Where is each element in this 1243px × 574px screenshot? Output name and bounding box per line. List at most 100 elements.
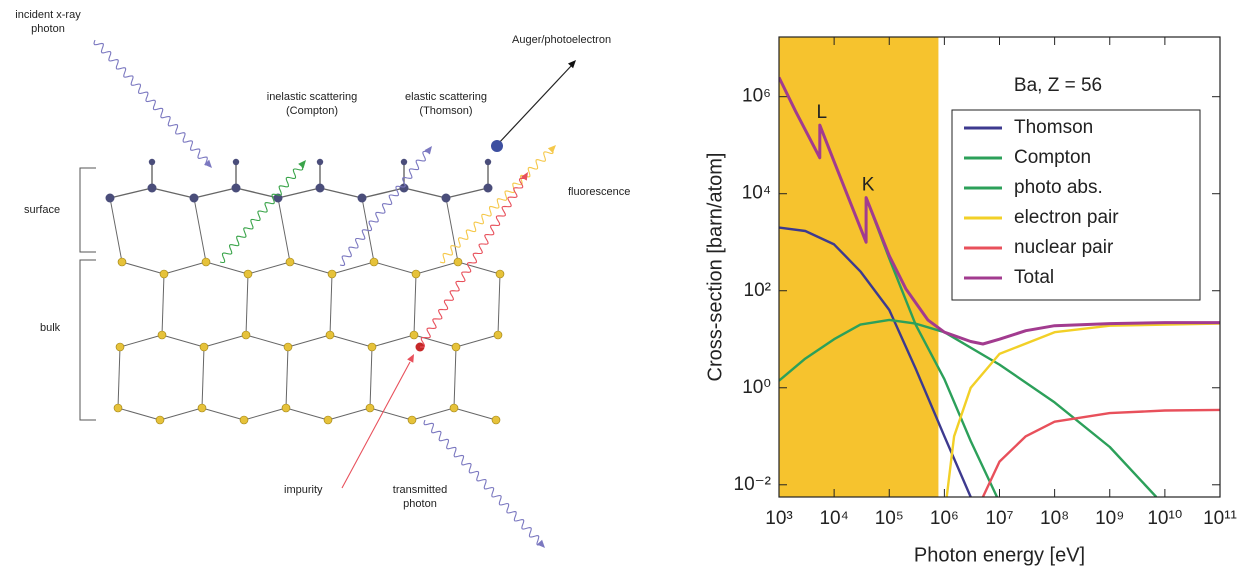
x-tick-label: 10⁴ [819, 508, 848, 529]
bulk-atom [452, 343, 460, 351]
bond [278, 198, 290, 262]
bond [194, 198, 206, 262]
bulk-bracket [80, 260, 96, 420]
shaded-span [779, 37, 938, 497]
impurity-label: impurity [284, 483, 323, 497]
x-tick-label: 10⁵ [875, 508, 904, 529]
bulk-atom [412, 270, 420, 278]
legend-title: Ba, Z = 56 [1014, 75, 1102, 96]
surface-atom [401, 159, 407, 165]
surface-atom [149, 159, 155, 165]
surface-atom [106, 194, 115, 203]
x-tick-label: 10³ [765, 508, 792, 529]
bulk-atom [198, 404, 206, 412]
incident-label: incident x-ray photon [15, 8, 80, 36]
figure: 10³10⁴10⁵10⁶10⁷10⁸10⁹10¹⁰10¹¹10⁻²10⁰10²1… [0, 0, 1243, 574]
bond [456, 335, 498, 347]
legend-label: photo abs. [1014, 177, 1103, 198]
fluorescence-photon-red [420, 178, 526, 347]
legend-label: electron pair [1014, 207, 1119, 228]
bond [454, 347, 456, 408]
bond [278, 188, 320, 198]
surface-atom [232, 184, 241, 193]
x-tick-label: 10⁷ [985, 508, 1013, 529]
bond [372, 335, 414, 347]
x-tick-label: 10¹⁰ [1147, 508, 1182, 529]
bulk-atom [286, 258, 294, 266]
compton-photon [220, 164, 303, 262]
x-tick-label: 10⁸ [1040, 508, 1069, 529]
bond [204, 335, 246, 347]
bulk-atom [116, 343, 124, 351]
bond [246, 335, 288, 347]
bond [152, 188, 194, 198]
bulk-atom [244, 270, 252, 278]
bond [118, 408, 160, 420]
transmitted-label: transmitted photon [393, 483, 447, 511]
edge-label: K [862, 175, 875, 196]
bond [110, 188, 152, 198]
bulk-atom [410, 331, 418, 339]
bulk-atom [160, 270, 168, 278]
bond [120, 335, 162, 347]
bulk-atom [118, 258, 126, 266]
x-tick-label: 10⁶ [930, 508, 959, 529]
bond [160, 408, 202, 420]
bulk-atom [370, 258, 378, 266]
thomson-photon [340, 152, 430, 266]
bulk-atom [240, 416, 248, 424]
series-line [983, 410, 1220, 497]
surface-atom [484, 184, 493, 193]
bond [370, 347, 372, 408]
legend-label: Thomson [1014, 117, 1093, 138]
bond [290, 262, 332, 274]
bond [202, 408, 244, 420]
bond [202, 347, 204, 408]
bond [328, 408, 370, 420]
y-tick-label: 10⁰ [742, 377, 771, 398]
bulk-label: bulk [40, 321, 60, 335]
surface-bracket [80, 168, 96, 252]
impurity-arrow [342, 362, 410, 488]
incident-photon [94, 40, 207, 165]
bulk-atom [326, 331, 334, 339]
surface-atom [190, 194, 199, 203]
bond [118, 347, 120, 408]
page: 10³10⁴10⁵10⁶10⁷10⁸10⁹10¹⁰10¹¹10⁻²10⁰10²1… [0, 0, 1243, 574]
bond [412, 408, 454, 420]
bond [162, 335, 204, 347]
bond [248, 262, 290, 274]
bulk-atom [450, 404, 458, 412]
x-tick-label: 10¹¹ [1203, 508, 1237, 529]
bulk-atom [242, 331, 250, 339]
fluorescence-photon-head [548, 145, 556, 153]
fluorescence-photon-red-head [521, 172, 528, 181]
bulk-atom [156, 416, 164, 424]
surface-atom [233, 159, 239, 165]
edge-label: L [817, 102, 828, 123]
bond [454, 408, 496, 420]
surface-atom [358, 194, 367, 203]
bond [416, 262, 458, 274]
bond [330, 335, 372, 347]
bond [286, 408, 328, 420]
bond [404, 188, 446, 198]
bulk-atom [368, 343, 376, 351]
bond [332, 262, 374, 274]
electron [491, 140, 503, 152]
bulk-atom [366, 404, 374, 412]
y-tick-label: 10⁻² [734, 474, 772, 495]
bond [246, 274, 248, 335]
surface-atom [316, 184, 325, 193]
x-axis-label: Photon energy [eV] [914, 544, 1085, 566]
y-axis-label: Cross-section [barn/atom] [704, 153, 726, 382]
auger-label: Auger/photoelectron [512, 33, 611, 47]
bond [446, 188, 488, 198]
auger-arrow-head [568, 60, 576, 68]
bond [414, 274, 416, 335]
bulk-atom [328, 270, 336, 278]
bond [374, 262, 416, 274]
y-tick-label: 10⁴ [742, 183, 771, 204]
bond [122, 262, 164, 274]
bulk-atom [158, 331, 166, 339]
